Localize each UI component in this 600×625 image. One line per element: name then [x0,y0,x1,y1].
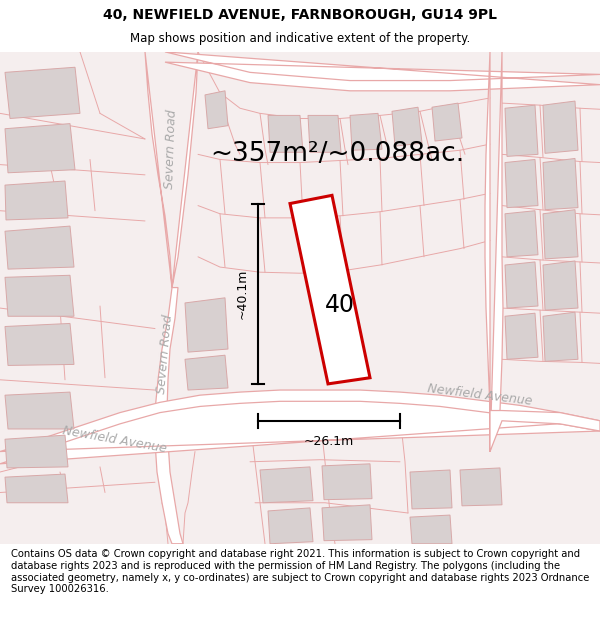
Polygon shape [432,103,462,141]
Polygon shape [322,464,372,499]
Polygon shape [5,68,80,119]
Text: ~26.1m: ~26.1m [304,435,354,448]
Text: Contains OS data © Crown copyright and database right 2021. This information is : Contains OS data © Crown copyright and d… [11,549,589,594]
Text: 40: 40 [325,294,355,318]
Text: Map shows position and indicative extent of the property.: Map shows position and indicative extent… [130,32,470,46]
Polygon shape [543,159,578,209]
Text: ~40.1m: ~40.1m [236,269,249,319]
Polygon shape [268,508,313,544]
Polygon shape [460,468,502,506]
Polygon shape [410,470,452,509]
Text: Severn Road: Severn Road [163,109,179,189]
Polygon shape [543,101,578,153]
Polygon shape [490,411,600,451]
Polygon shape [185,298,228,352]
Polygon shape [505,262,538,308]
Polygon shape [543,261,578,310]
Polygon shape [350,113,382,150]
Polygon shape [5,124,75,172]
Polygon shape [543,209,578,259]
Polygon shape [410,515,452,544]
Polygon shape [145,52,198,288]
Polygon shape [392,107,422,146]
Text: Newfield Avenue: Newfield Avenue [62,424,168,455]
Text: Newfield Avenue: Newfield Avenue [427,382,533,408]
Polygon shape [5,323,74,366]
Polygon shape [322,505,372,541]
Polygon shape [505,211,538,257]
Polygon shape [268,116,303,152]
Polygon shape [485,52,503,451]
Polygon shape [155,288,183,544]
Polygon shape [0,390,600,464]
Polygon shape [505,105,538,156]
Polygon shape [5,275,74,316]
Polygon shape [205,91,228,129]
Polygon shape [5,226,74,269]
Polygon shape [5,392,74,429]
Polygon shape [543,312,578,361]
Polygon shape [165,52,600,91]
Polygon shape [5,181,68,220]
Polygon shape [185,355,228,390]
Polygon shape [5,474,68,502]
Polygon shape [290,196,370,384]
Text: ~357m²/~0.088ac.: ~357m²/~0.088ac. [210,141,464,168]
Polygon shape [5,435,68,468]
Polygon shape [260,467,313,502]
Text: Severn Road: Severn Road [155,314,175,394]
Polygon shape [308,116,341,152]
Polygon shape [505,159,538,208]
Polygon shape [505,313,538,359]
Text: 40, NEWFIELD AVENUE, FARNBOROUGH, GU14 9PL: 40, NEWFIELD AVENUE, FARNBOROUGH, GU14 9… [103,8,497,21]
